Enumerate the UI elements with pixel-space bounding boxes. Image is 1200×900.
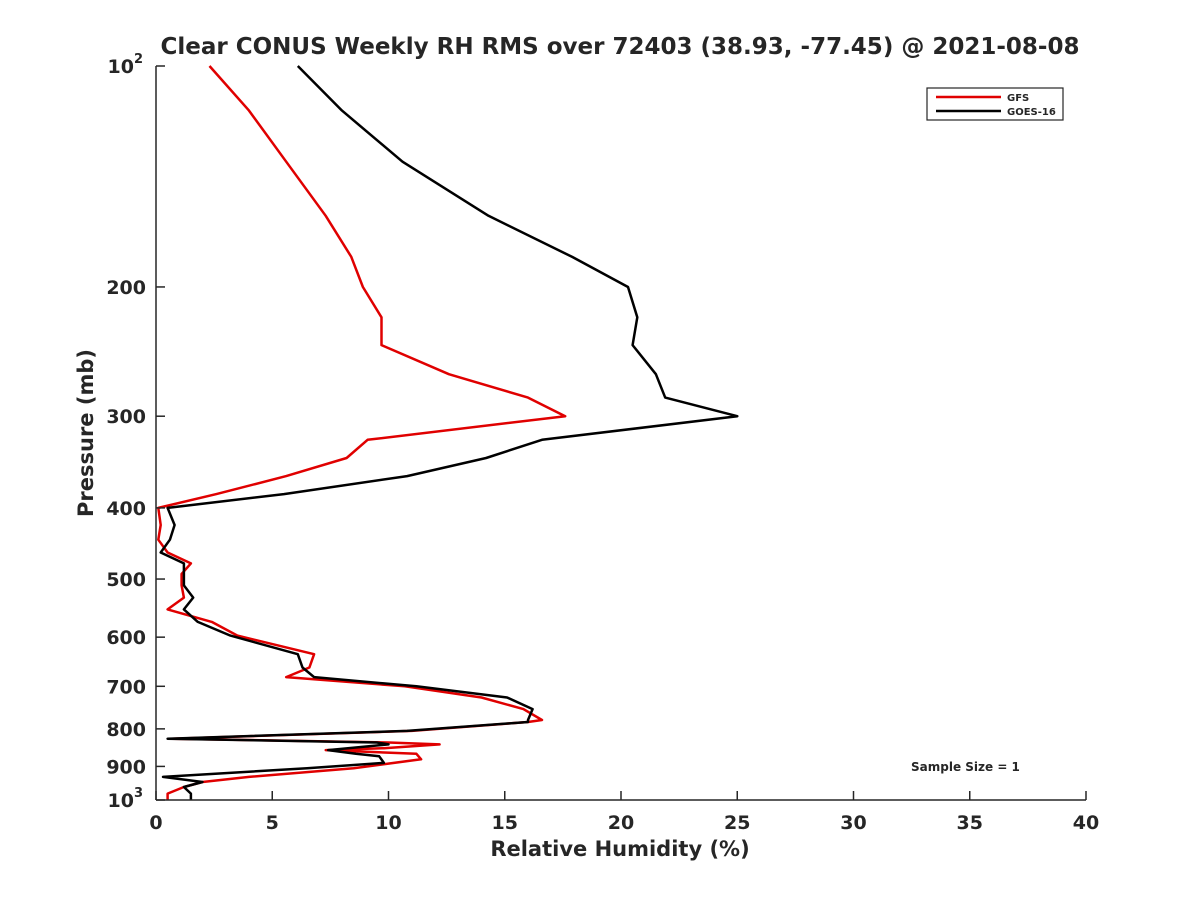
- x-axis-label: Relative Humidity (%): [490, 837, 749, 861]
- x-tick-label: 20: [608, 812, 634, 834]
- y-tick-label: 700: [106, 676, 146, 698]
- chart-title: Clear CONUS Weekly RH RMS over 72403 (38…: [161, 34, 1080, 60]
- legend-box: [926, 87, 1064, 121]
- x-tick-label: 30: [840, 812, 866, 834]
- plot-area-background: [156, 66, 1086, 800]
- y-tick-label: 10: [108, 790, 134, 812]
- y-axis-label: Pressure (mb): [74, 349, 98, 517]
- x-tick-label: 35: [957, 812, 983, 834]
- y-tick-label: 300: [106, 406, 146, 428]
- legend: GFS GOES-16: [926, 87, 1064, 121]
- y-tick-label: 400: [106, 498, 146, 520]
- x-tick-label: 5: [266, 812, 279, 834]
- x-tick-label: 40: [1073, 812, 1099, 834]
- series-layer: [157, 65, 739, 800]
- x-tick-label: 0: [149, 812, 162, 834]
- y-tick-exponent: 2: [134, 52, 143, 67]
- series-line-goes16: [159, 65, 739, 800]
- x-tick-label: 10: [375, 812, 401, 834]
- x-ticks: 0 5 10 15 20 25 30 35 40: [149, 791, 1099, 834]
- legend-label-goes16: GOES-16: [1007, 107, 1056, 118]
- y-tick-exponent: 3: [134, 786, 143, 801]
- x-tick-label: 15: [492, 812, 518, 834]
- y-tick-label: 600: [106, 627, 146, 649]
- y-tick-label: 10: [108, 56, 134, 78]
- x-tick-label: 25: [724, 812, 750, 834]
- legend-label-gfs: GFS: [1007, 93, 1029, 104]
- y-tick-label: 800: [106, 719, 146, 741]
- y-tick-label: 200: [106, 277, 146, 299]
- y-tick-label: 500: [106, 569, 146, 591]
- y-tick-label: 900: [106, 756, 146, 778]
- sample-size-annotation: Sample Size = 1: [911, 760, 1020, 774]
